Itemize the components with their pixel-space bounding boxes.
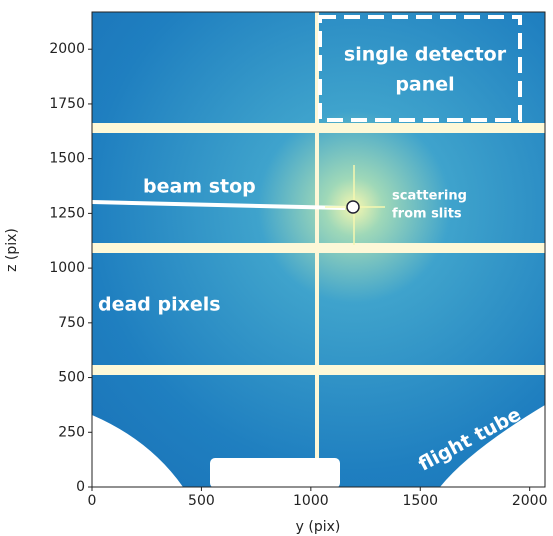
annotation: dead pixels	[98, 294, 221, 316]
y-tick-label: 500	[58, 370, 85, 386]
y-tick-label: 250	[58, 424, 85, 440]
x-tick-label: 1500	[402, 493, 438, 509]
x-tick-label: 2000	[512, 493, 548, 509]
annotation: single detector	[344, 44, 507, 66]
annotation: from slits	[392, 207, 462, 222]
y-axis-label: z (pix)	[4, 228, 20, 272]
annotation: beam stop	[143, 176, 256, 198]
chart: y (pix) z (pix) 0 500 1000 1500 2000 0 250 500 7…	[0, 0, 553, 536]
y-tick-label: 1250	[49, 205, 85, 221]
detector-image	[92, 12, 545, 488]
y-tick-label: 1000	[49, 260, 85, 276]
page: y (pix) z (pix) 0 500 1000 1500 2000 0 250 500 7…	[0, 0, 553, 536]
annotation: scattering	[392, 189, 467, 204]
y-tick-label: 750	[58, 315, 85, 331]
x-tick-label: 500	[188, 493, 215, 509]
x-axis-label: y (pix)	[296, 519, 341, 535]
x-tick-label: 0	[88, 493, 97, 509]
y-tick-label: 2000	[49, 41, 85, 57]
y-tick-label: 1500	[49, 151, 85, 167]
x-tick-label: 1000	[293, 493, 329, 509]
y-tick-label: 1750	[49, 96, 85, 112]
y-tick-label: 0	[76, 479, 85, 495]
annotation: panel	[395, 74, 454, 96]
